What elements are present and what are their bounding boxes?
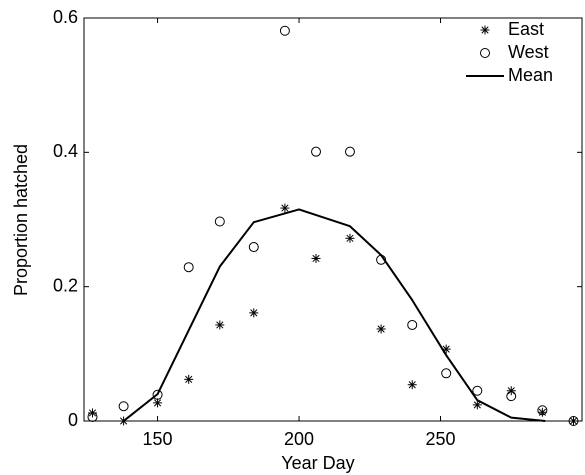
y-axis-label: Proportion hatched: [11, 144, 31, 296]
x-tick-label: 250: [425, 429, 455, 449]
y-tick-label: 0.4: [53, 141, 78, 161]
y-tick-label: 0: [68, 410, 78, 430]
circle-marker: [407, 319, 418, 330]
x-tick-label: 200: [284, 429, 314, 449]
asterisk-marker: [311, 253, 321, 263]
circle-marker: [441, 368, 452, 379]
circle-marker: [87, 411, 98, 422]
mean-line: [122, 208, 546, 422]
circle-marker: [472, 385, 483, 396]
circle-marker: [537, 405, 548, 416]
circle-marker: [344, 146, 355, 157]
circle-marker: [311, 146, 322, 157]
asterisk-marker: [153, 398, 163, 408]
asterisk-stroke: [281, 204, 289, 212]
legend-label: Mean: [508, 65, 553, 85]
asterisk-marker: [537, 407, 547, 417]
asterisk-marker: [506, 386, 516, 396]
circle-marker: [279, 25, 290, 36]
asterisk-stroke: [153, 399, 162, 407]
asterisk-stroke: [185, 375, 193, 383]
asterisk-marker: [345, 233, 355, 243]
asterisk-stroke: [408, 381, 416, 389]
asterisk-marker: [215, 320, 225, 330]
y-tick-label: 0.2: [53, 275, 78, 295]
x-tick-label: 150: [143, 429, 173, 449]
plot-area: [83, 17, 583, 422]
circle-marker: [568, 416, 579, 426]
circle-marker: [248, 242, 259, 253]
asterisk-stroke: [216, 321, 224, 329]
asterisk-stroke: [507, 387, 515, 395]
asterisk-stroke: [377, 325, 385, 333]
asterisk-stroke: [473, 401, 481, 409]
asterisk-marker: [280, 203, 290, 213]
asterisk-stroke: [346, 234, 354, 242]
legend-label: West: [508, 42, 549, 62]
asterisk-stroke: [250, 309, 258, 317]
circle-marker: [152, 389, 163, 400]
y-tick-label: 0.6: [53, 7, 78, 27]
asterisk-marker: [480, 25, 490, 35]
x-axis-label: Year Day: [281, 453, 354, 473]
asterisk-marker: [569, 416, 579, 426]
legend-label: East: [508, 19, 544, 39]
circle-marker: [183, 262, 194, 273]
asterisk-marker: [249, 308, 259, 318]
asterisk-marker: [184, 374, 194, 384]
asterisk-marker: [407, 380, 417, 390]
asterisk-marker: [376, 324, 386, 334]
asterisk-stroke: [569, 417, 578, 425]
circle-marker: [480, 48, 490, 58]
circle-marker: [506, 391, 517, 402]
asterisk-stroke: [312, 254, 320, 263]
asterisk-stroke: [481, 26, 489, 34]
circle-marker: [214, 216, 225, 227]
circle-marker: [118, 401, 129, 412]
asterisk-marker: [472, 400, 482, 410]
